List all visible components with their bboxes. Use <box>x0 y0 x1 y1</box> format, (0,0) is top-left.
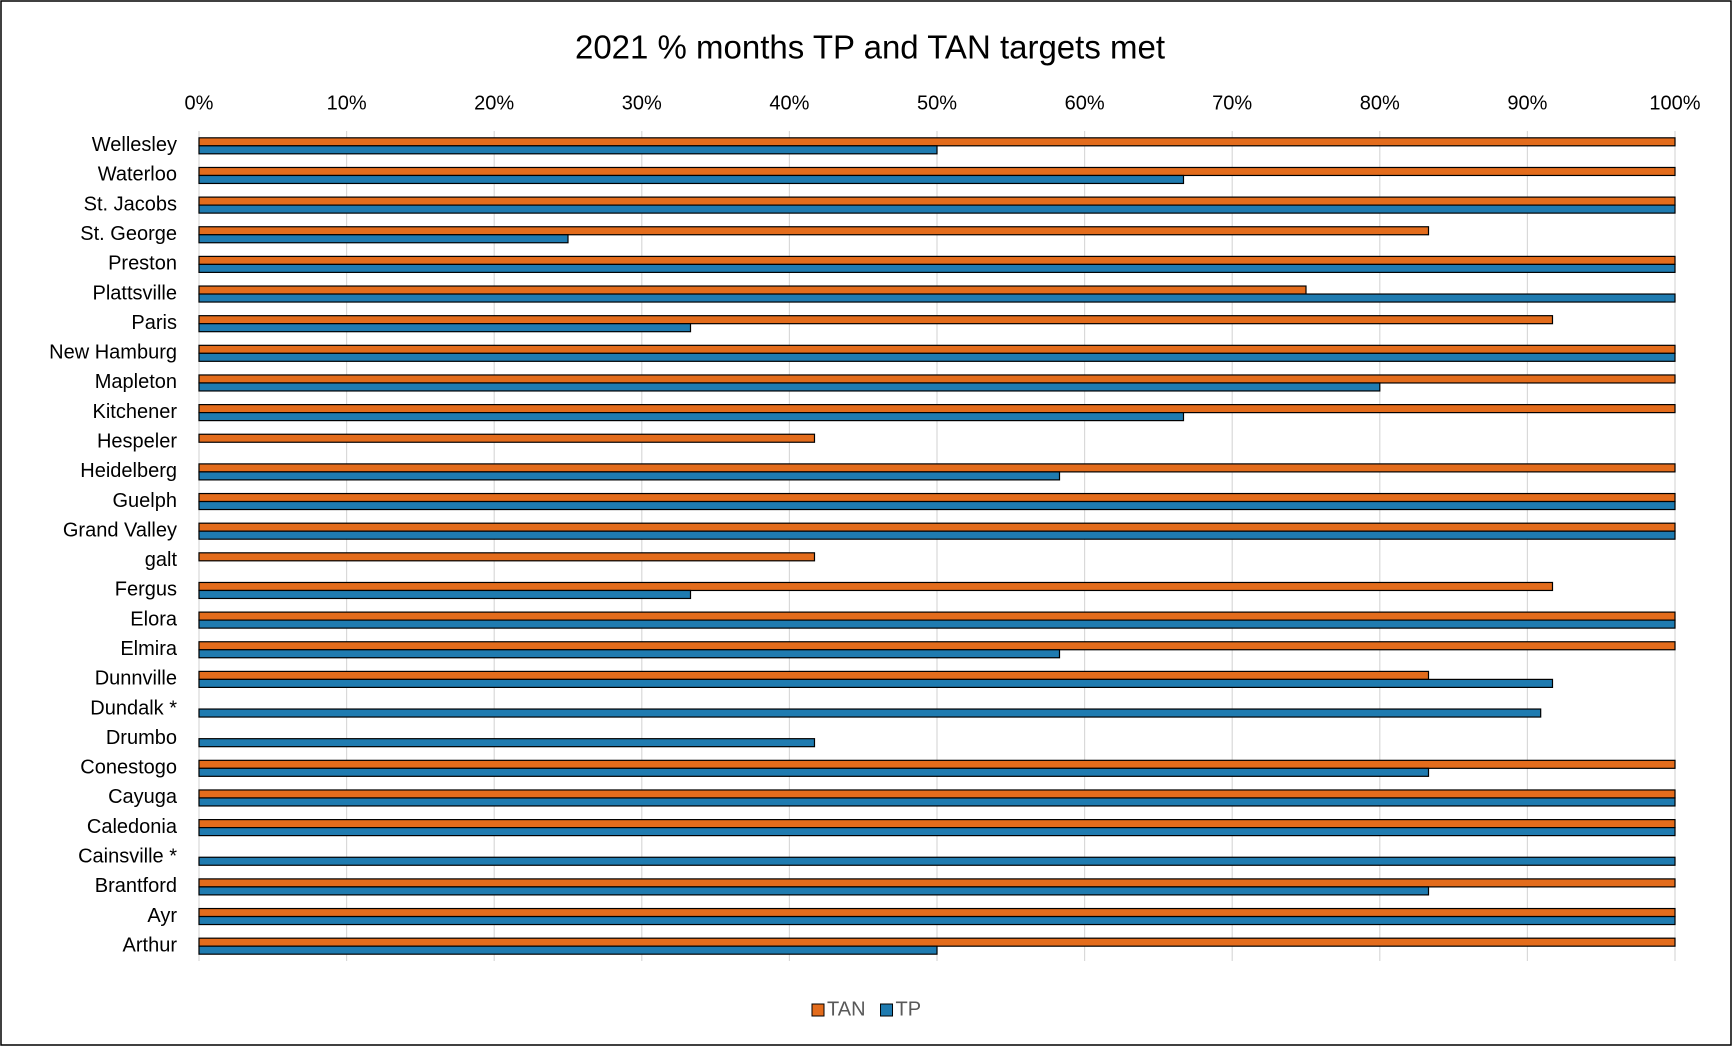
bar <box>198 581 1554 592</box>
y-tick-label: Drumbo <box>106 727 177 749</box>
bar <box>198 492 1676 503</box>
bar <box>198 204 1676 214</box>
y-tick-label: Elmira <box>120 638 178 660</box>
y-tick-label: Conestogo <box>80 757 177 779</box>
bar <box>198 174 1185 185</box>
bar <box>198 315 1554 325</box>
bar <box>198 263 1676 273</box>
bar <box>198 937 1676 947</box>
bar <box>198 530 1676 540</box>
bar <box>198 293 1676 303</box>
y-tick-label: Cayuga <box>108 786 178 808</box>
legend-label: TP <box>896 998 922 1020</box>
x-tick-label: 100% <box>1649 92 1700 114</box>
chart-title: 2021 % months TP and TAN targets met <box>575 29 1165 66</box>
bar <box>198 878 1676 888</box>
y-tick-label: Grand Valley <box>63 519 177 541</box>
legend-swatch <box>811 1003 825 1017</box>
bar <box>198 886 1430 896</box>
bar <box>198 374 1676 384</box>
bar <box>198 767 1430 777</box>
x-tick-label: 80% <box>1360 92 1400 114</box>
bar <box>198 789 1676 799</box>
bar <box>198 412 1185 422</box>
y-tick-label: Mapleton <box>95 371 177 393</box>
bar <box>198 166 1676 177</box>
y-tick-label: Heidelberg <box>80 460 177 482</box>
bar <box>198 344 1676 354</box>
y-tick-label: Dunnville <box>95 668 177 690</box>
y-tick-label: Preston <box>108 253 177 275</box>
bar <box>198 500 1676 511</box>
bar <box>198 759 1676 769</box>
bar <box>198 471 1061 481</box>
bar <box>198 196 1676 206</box>
bar <box>198 285 1307 295</box>
x-tick-label: 20% <box>474 92 514 114</box>
x-tick-label: 40% <box>769 92 809 114</box>
bar <box>198 463 1676 473</box>
bar <box>198 404 1676 414</box>
bar <box>198 552 816 562</box>
y-tick-label: galt <box>145 549 178 571</box>
bar <box>198 323 692 333</box>
bar <box>198 619 1676 629</box>
bar <box>198 352 1676 362</box>
y-tick-label: Paris <box>131 312 177 334</box>
x-tick-label: 0% <box>185 92 214 114</box>
bar <box>198 611 1676 621</box>
bar <box>198 649 1061 659</box>
bar <box>198 522 1676 532</box>
bar <box>198 589 692 600</box>
y-tick-label: Ayr <box>147 905 177 927</box>
bar <box>198 708 1542 718</box>
y-tick-label: Guelph <box>113 490 178 512</box>
bar <box>198 797 1676 807</box>
y-tick-label: Cainsville * <box>78 846 177 868</box>
x-tick-label: 30% <box>622 92 662 114</box>
y-tick-label: St. Jacobs <box>84 193 177 215</box>
y-tick-label: Elora <box>130 608 178 630</box>
x-tick-label: 60% <box>1065 92 1105 114</box>
bar <box>198 234 569 244</box>
x-tick-label: 70% <box>1212 92 1252 114</box>
y-tick-label: St. George <box>80 223 177 245</box>
bar <box>198 433 816 443</box>
y-tick-label: Plattsville <box>93 282 177 304</box>
legend-label: TAN <box>827 998 866 1020</box>
bar <box>198 641 1676 651</box>
bar <box>198 382 1381 392</box>
x-tick-label: 90% <box>1507 92 1547 114</box>
bar <box>198 819 1676 829</box>
y-tick-label: Kitchener <box>93 401 178 423</box>
x-tick-label: 50% <box>917 92 957 114</box>
bar <box>198 226 1430 236</box>
y-tick-label: Hespeler <box>97 431 177 453</box>
x-tick-label: 10% <box>327 92 367 114</box>
bar <box>198 137 1676 147</box>
bar <box>198 255 1676 265</box>
bar <box>198 827 1676 837</box>
y-tick-label: Brantford <box>95 875 177 897</box>
bar <box>198 907 1676 918</box>
bar <box>198 915 1676 926</box>
y-tick-label: Fergus <box>115 579 177 601</box>
y-tick-label: Dundalk * <box>90 697 177 719</box>
bar <box>198 945 938 955</box>
bar <box>198 670 1430 680</box>
y-tick-label: Arthur <box>123 934 178 956</box>
y-tick-label: New Hamburg <box>49 342 177 364</box>
y-tick-label: Wellesley <box>92 134 177 156</box>
legend-swatch <box>880 1003 894 1017</box>
bar <box>198 145 938 155</box>
y-tick-label: Waterloo <box>98 164 177 186</box>
bar <box>198 738 816 748</box>
y-tick-label: Caledonia <box>87 816 178 838</box>
bar <box>198 856 1676 866</box>
bar <box>198 678 1554 688</box>
